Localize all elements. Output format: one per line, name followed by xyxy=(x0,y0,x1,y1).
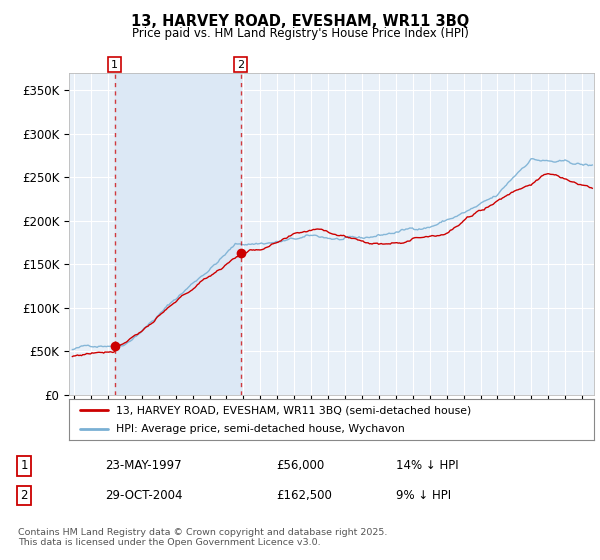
Text: Price paid vs. HM Land Registry's House Price Index (HPI): Price paid vs. HM Land Registry's House … xyxy=(131,27,469,40)
Text: 13, HARVEY ROAD, EVESHAM, WR11 3BQ: 13, HARVEY ROAD, EVESHAM, WR11 3BQ xyxy=(131,14,469,29)
Text: 14% ↓ HPI: 14% ↓ HPI xyxy=(396,459,458,473)
Bar xyxy=(115,73,241,395)
Text: 23-MAY-1997: 23-MAY-1997 xyxy=(105,459,182,473)
Text: 1: 1 xyxy=(111,59,118,69)
Text: Contains HM Land Registry data © Crown copyright and database right 2025.
This d: Contains HM Land Registry data © Crown c… xyxy=(18,528,388,547)
Text: £162,500: £162,500 xyxy=(276,489,332,502)
Text: £56,000: £56,000 xyxy=(276,459,324,473)
Text: 13, HARVEY ROAD, EVESHAM, WR11 3BQ (semi-detached house): 13, HARVEY ROAD, EVESHAM, WR11 3BQ (semi… xyxy=(116,405,472,415)
Text: HPI: Average price, semi-detached house, Wychavon: HPI: Average price, semi-detached house,… xyxy=(116,424,405,433)
Text: 29-OCT-2004: 29-OCT-2004 xyxy=(105,489,182,502)
Text: 1: 1 xyxy=(20,459,28,473)
Text: 9% ↓ HPI: 9% ↓ HPI xyxy=(396,489,451,502)
Text: 2: 2 xyxy=(20,489,28,502)
Text: 2: 2 xyxy=(237,59,244,69)
